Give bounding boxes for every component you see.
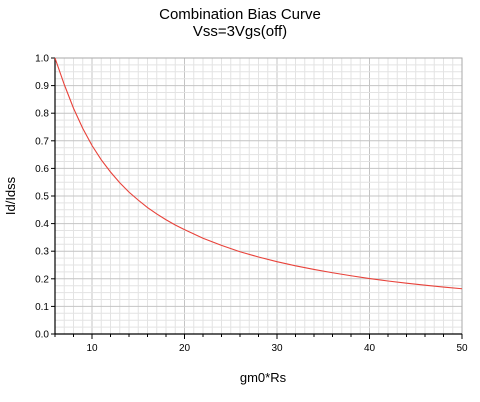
y-tick-label: 0.2 — [35, 274, 49, 285]
x-tick-label: 50 — [456, 343, 468, 354]
y-tick-label: 0.3 — [35, 247, 49, 258]
y-axis-label: Id/Idss — [3, 176, 18, 215]
y-tick-label: 0.9 — [35, 81, 49, 92]
x-tick-label: 30 — [271, 343, 283, 354]
x-axis-label: gm0*Rs — [240, 370, 287, 385]
y-tick-label: 1.0 — [35, 54, 49, 65]
y-tick-label: 0.8 — [35, 109, 49, 120]
x-tick-label: 40 — [364, 343, 376, 354]
chart-subtitle: Vss=3Vgs(off) — [193, 23, 287, 40]
x-tick-label: 10 — [86, 343, 98, 354]
y-tick-label: 0.1 — [35, 302, 49, 313]
y-tick-label: 0.7 — [35, 136, 49, 147]
axes — [51, 57, 463, 339]
tick-labels: 10 20 30 40 50 0.0 0.1 0.2 0.3 0.4 0.5 0.6 0.7 0.8 0.9… — [35, 54, 468, 355]
x-tick-label: 20 — [179, 343, 191, 354]
y-tick-label: 0.0 — [35, 330, 49, 341]
series-group — [54, 57, 463, 290]
y-tick-label: 0.5 — [35, 192, 49, 203]
y-tick-label: 0.6 — [35, 164, 49, 175]
chart-title: Combination Bias Curve — [159, 6, 321, 23]
series-line-0 — [54, 57, 463, 290]
y-tick-label: 0.4 — [35, 219, 49, 230]
grid — [54, 57, 463, 335]
